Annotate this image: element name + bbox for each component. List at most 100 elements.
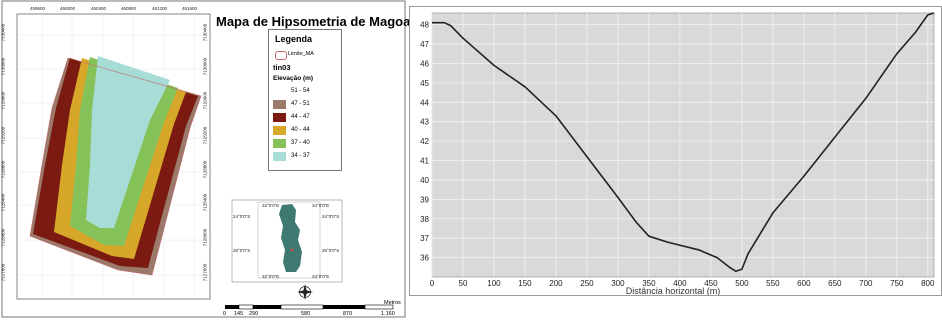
inset-right-label: 26°0'0"S [322, 248, 340, 253]
coord-label: 461200 [152, 6, 168, 11]
y-tick-label: 39 [420, 195, 429, 204]
study-area-boundary [29, 57, 202, 276]
scale-tick-label: 1.160 [381, 311, 395, 317]
legend-layer-name: tin03 [273, 63, 291, 72]
map-legend: Legenda Limite_MA tin03 Elevação (m) 51 … [268, 29, 342, 171]
coord-label: 7130400 [0, 23, 6, 42]
x-tick-label: 300 [611, 279, 625, 288]
y-tick-label: 37 [420, 234, 429, 243]
legend-swatch [273, 100, 286, 109]
map-title: Mapa de Hipsometria de Magoanine A [216, 14, 450, 29]
x-tick-label: 800 [921, 279, 935, 288]
coord-label: 7130000 [0, 57, 6, 76]
legend-class-47-51: 47 - 51 [273, 100, 339, 110]
x-tick-label: 700 [859, 279, 873, 288]
coord-label: 7130000 [202, 57, 208, 76]
x-tick-label: 500 [735, 279, 749, 288]
legend-class-label: 37 - 40 [291, 140, 310, 146]
coord-label: 7128000 [0, 228, 6, 247]
legend-class-34-37: 34 - 37 [273, 152, 339, 162]
elevation-profile-panel: 36 37 38 39 40 41 42 43 44 45 46 47 48 0 50 100 150 200 25… [409, 6, 942, 296]
coord-label: 460800 [121, 6, 137, 11]
y-tick-label: 41 [420, 157, 429, 166]
plot-area [431, 12, 935, 278]
hypsometry-map-panel: 459600 460000 460400 460800 461200 46160… [0, 0, 450, 320]
coord-label: 461600 [182, 6, 198, 11]
y-tick-label: 38 [420, 215, 429, 224]
legend-class-51-54: 51 - 54 [273, 87, 339, 97]
legend-class-label: 34 - 37 [291, 153, 310, 159]
inset-left-label: 24°0'0"S [233, 214, 251, 219]
inset-top-label: 32°0'0"E [262, 203, 280, 208]
coord-label: 7129600 [202, 91, 208, 110]
coord-label: 7127600 [202, 263, 208, 282]
x-tick-label: 750 [890, 279, 904, 288]
x-tick-label: 150 [518, 279, 532, 288]
elevation-surface [29, 56, 202, 276]
x-tick-label: 450 [704, 279, 718, 288]
x-tick-label: 400 [673, 279, 687, 288]
legend-class-label: 40 - 44 [291, 127, 310, 133]
coord-label: 7129200 [0, 126, 6, 145]
inset-left-label: 26°0'0"S [233, 248, 251, 253]
coord-label: 459600 [30, 6, 46, 11]
legend-swatch [273, 87, 286, 96]
y-tick-label: 36 [420, 254, 429, 263]
boundary-swatch [275, 51, 287, 60]
x-tick-label: 0 [430, 279, 435, 288]
inset-right-label: 24°0'0"S [322, 214, 340, 219]
legend-class-label: 51 - 54 [291, 88, 310, 94]
coord-label: 460400 [91, 6, 107, 11]
coord-label: 7129200 [202, 126, 208, 145]
y-tick-label: 40 [420, 176, 429, 185]
x-tick-label: 350 [642, 279, 656, 288]
y-tick-label: 46 [420, 59, 429, 68]
y-tick-label: 44 [420, 98, 429, 107]
legend-swatch [273, 152, 286, 161]
x-tick-label: 650 [828, 279, 842, 288]
x-tick-label: 550 [766, 279, 780, 288]
elevation-profile-chart: 36 37 38 39 40 41 42 43 44 45 46 47 48 0 50 100 150 200 25… [420, 12, 935, 295]
y-tick-label: 48 [420, 21, 429, 30]
scale-unit: Metros [384, 300, 401, 306]
scale-tick-label: 0 [223, 311, 227, 317]
coord-label: 7128400 [0, 193, 6, 212]
elevation-band-34-37 [86, 56, 170, 228]
legend-class-37-40: 37 - 40 [273, 139, 339, 149]
inset-country-shape [279, 204, 302, 272]
inset-top-label: 34°0'0"E [312, 203, 330, 208]
y-tick-label: 43 [420, 118, 429, 127]
legend-swatch [273, 139, 286, 148]
inset-bottom-label: 32°0'0"E [262, 274, 280, 279]
scale-tick-label: 290 [249, 311, 259, 317]
coord-label: 460000 [60, 6, 76, 11]
y-tick-label: 47 [420, 40, 429, 49]
coord-label: 7128800 [0, 160, 6, 179]
legend-class-40-44: 40 - 44 [273, 126, 339, 136]
inset-bottom-label: 34°0'0"E [312, 274, 330, 279]
x-tick-label: 100 [487, 279, 501, 288]
x-tick-label: 250 [580, 279, 594, 288]
map-frame [1, 0, 406, 318]
scale-tick-label: 870 [343, 311, 353, 317]
boundary-label: Limite_MA [288, 51, 314, 57]
legend-field-name: Elevação (m) [273, 75, 314, 82]
x-axis-title: Distância horizontal (m) [626, 286, 721, 295]
profile-line [432, 12, 935, 273]
coord-label: 7130400 [202, 23, 208, 42]
scale-tick-label: 580 [301, 311, 311, 317]
x-tick-label: 50 [459, 279, 468, 288]
inset-locator-map [231, 199, 343, 283]
legend-class-label: 47 - 51 [291, 101, 310, 107]
compass-rose-icon [297, 284, 313, 300]
coord-label: 7127600 [0, 263, 6, 282]
coord-label: 7128400 [202, 193, 208, 212]
legend-swatch [273, 113, 286, 122]
scale-tick-label: 145 [234, 311, 244, 317]
legend-title: Legenda [275, 34, 313, 44]
coord-label: 7128800 [202, 160, 208, 179]
y-tick-label: 45 [420, 79, 429, 88]
scale-bar [225, 304, 394, 310]
x-tick-label: 200 [549, 279, 563, 288]
coord-label: 7128000 [202, 228, 208, 247]
